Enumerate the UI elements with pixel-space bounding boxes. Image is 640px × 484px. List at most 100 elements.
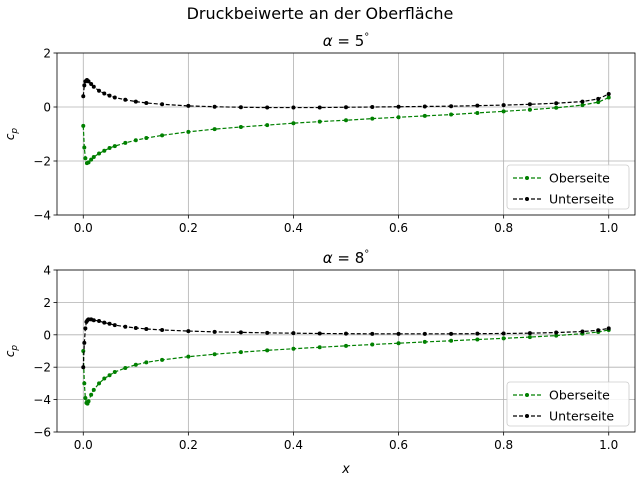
data-point <box>89 157 94 162</box>
data-point <box>144 100 149 105</box>
data-point <box>107 321 112 326</box>
data-point <box>606 92 611 97</box>
y-tick-label: −2 <box>33 155 51 169</box>
data-point <box>112 323 117 328</box>
data-point <box>317 105 322 110</box>
y-tick-label: −4 <box>33 393 51 407</box>
x-tick-label: 0.2 <box>179 438 198 452</box>
data-point <box>238 124 243 129</box>
data-point <box>160 102 165 107</box>
data-point <box>102 376 107 381</box>
data-point <box>527 107 532 112</box>
data-point <box>238 350 243 355</box>
data-point <box>265 123 270 128</box>
data-point <box>449 112 454 117</box>
data-point <box>160 327 165 332</box>
data-point <box>123 324 128 329</box>
data-point <box>91 84 96 89</box>
data-point <box>475 337 480 342</box>
data-point <box>527 102 532 107</box>
data-point <box>212 352 217 357</box>
data-point <box>83 326 88 331</box>
data-point <box>370 342 375 347</box>
data-point <box>596 96 601 101</box>
title-equals: = <box>333 249 355 267</box>
data-point <box>370 331 375 336</box>
data-point <box>291 331 296 336</box>
y-axis-label-sub: p <box>10 128 20 135</box>
data-point <box>238 105 243 110</box>
data-point <box>317 331 322 336</box>
y-tick-label: 0 <box>43 101 51 115</box>
chart-title: α = 5° <box>323 32 370 50</box>
y-axis-label-main: c <box>3 133 17 140</box>
y-axis-label: cp <box>3 128 20 141</box>
data-point <box>97 319 102 324</box>
data-point <box>580 99 585 104</box>
data-point <box>186 103 191 108</box>
data-point <box>554 105 559 110</box>
data-point <box>554 333 559 338</box>
data-point <box>344 105 348 110</box>
data-point <box>133 99 138 104</box>
title-equals: = <box>333 32 355 50</box>
data-point <box>238 330 243 335</box>
x-tick-label: 1.0 <box>599 438 618 452</box>
data-point <box>475 110 480 115</box>
x-tick-label: 0.4 <box>284 221 303 235</box>
data-point <box>123 140 128 145</box>
data-point <box>370 116 375 121</box>
chart-2: 0.0 0.2 0.4 0.6 0.8 1.0 −6 −4 −2 0 2 4 α = 8° cp x Ober… <box>3 249 636 477</box>
title-alpha: α <box>323 32 333 50</box>
data-point <box>82 83 87 88</box>
y-axis-label-main: c <box>3 350 17 357</box>
data-point <box>91 387 96 392</box>
data-point <box>501 336 506 341</box>
data-point <box>102 148 107 153</box>
title-degree: ° <box>364 249 369 260</box>
data-point <box>86 160 91 165</box>
x-tick-label: 0.0 <box>74 438 93 452</box>
data-point <box>97 151 102 156</box>
x-tick-label: 0.6 <box>389 438 408 452</box>
data-point <box>102 91 107 96</box>
y-tick-label: 2 <box>43 47 51 61</box>
series-unterseite <box>81 317 611 370</box>
data-point <box>422 339 427 344</box>
chart-title: α = 8° <box>323 249 370 267</box>
data-point <box>606 326 611 331</box>
data-point <box>81 349 86 353</box>
legend-label: Unterseite <box>549 409 614 424</box>
data-point <box>112 370 117 375</box>
figure-suptitle: Druckbeiwerte an der Oberfläche <box>187 4 454 23</box>
data-point <box>97 88 102 93</box>
data-point <box>265 330 270 335</box>
x-tick-label: 0.8 <box>494 221 513 235</box>
data-point <box>160 357 165 362</box>
data-point <box>81 94 86 99</box>
data-point <box>449 104 454 109</box>
plot-frame <box>56 269 636 433</box>
data-point <box>527 331 532 336</box>
data-point <box>501 331 506 336</box>
data-point <box>291 121 296 126</box>
y-tick-label: 4 <box>43 264 51 278</box>
data-point <box>501 103 506 108</box>
series-unterseite <box>81 78 611 110</box>
title-value: 8 <box>355 249 365 267</box>
data-point <box>82 381 87 386</box>
data-point <box>370 105 375 109</box>
data-point <box>160 133 165 138</box>
x-axis-label: x <box>341 462 350 477</box>
y-tick-label: 0 <box>43 328 51 342</box>
data-point <box>501 109 506 114</box>
data-point <box>317 345 322 350</box>
data-point <box>144 326 149 331</box>
data-point <box>344 331 348 336</box>
data-point <box>186 129 191 134</box>
legend: Oberseite Unterseite <box>506 164 630 210</box>
legend: Oberseite Unterseite <box>506 381 630 427</box>
x-tick-label: 0.2 <box>179 221 198 235</box>
data-point <box>396 115 401 120</box>
data-point <box>186 354 191 359</box>
